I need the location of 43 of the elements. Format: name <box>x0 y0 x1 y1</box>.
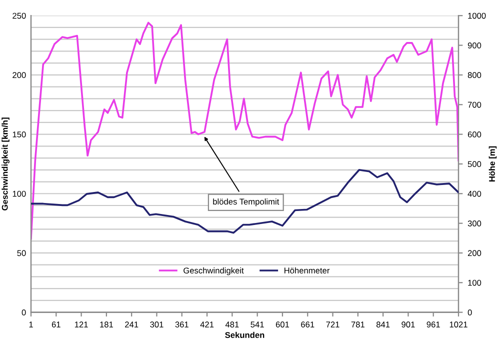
x-tick-label: 1 <box>29 322 33 328</box>
x-tick-label: 1021 <box>450 322 468 328</box>
y-tick-label: 250 <box>12 12 26 19</box>
x-tick-label: 121 <box>74 322 88 328</box>
x-tick-label: 781 <box>351 322 364 328</box>
legend-label: Geschwindigkeit <box>184 267 244 276</box>
y-tick-label: 100 <box>12 190 26 197</box>
y2-tick-label: 400 <box>468 190 482 197</box>
annotation: blödes Tempolimit <box>213 198 280 206</box>
x-tick-label: 841 <box>376 322 390 328</box>
y2-tick-label: 500 <box>468 161 482 168</box>
line-series <box>31 168 458 234</box>
y2-tick-label: 1000 <box>468 12 486 19</box>
x-tick-label: 301 <box>150 322 164 328</box>
y2-tick-label: 0 <box>468 310 472 316</box>
x-tick-label: 901 <box>402 322 415 328</box>
x-tick-label: 661 <box>301 322 314 328</box>
x-tick-label: 361 <box>175 322 188 328</box>
y-axis-title: Geschwindigkeit [km/h] <box>2 118 10 210</box>
x-axis-title: Sekunden <box>225 332 264 338</box>
line-series <box>31 22 458 240</box>
x-tick-label: 721 <box>326 322 340 328</box>
x-tick-label: 961 <box>426 322 440 328</box>
y2-tick-label: 200 <box>468 250 482 256</box>
x-tick-label: 241 <box>125 322 138 328</box>
y2-tick-label: 700 <box>468 102 482 108</box>
y2-tick-label: 800 <box>468 72 482 78</box>
y2-tick-label: 600 <box>468 131 482 138</box>
legend-label: Höhenmeter <box>284 267 330 274</box>
y-tick-label: 0 <box>22 310 26 316</box>
y2-axis-title: Höhe [m] <box>488 146 497 182</box>
y-tick-label: 50 <box>17 250 26 256</box>
x-tick-label: 601 <box>276 322 290 328</box>
x-tick-label: 61 <box>52 322 60 328</box>
x-tick-label: 181 <box>100 322 113 328</box>
x-tick-label: 421 <box>200 322 214 328</box>
x-tick-label: 541 <box>250 322 264 328</box>
y2-tick-label: 900 <box>468 42 482 48</box>
y-tick-label: 150 <box>12 131 26 138</box>
y2-tick-label: 100 <box>468 280 482 286</box>
y-tick-label: 200 <box>12 72 26 78</box>
y2-tick-label: 300 <box>468 220 482 226</box>
x-tick-label: 481 <box>225 322 239 328</box>
